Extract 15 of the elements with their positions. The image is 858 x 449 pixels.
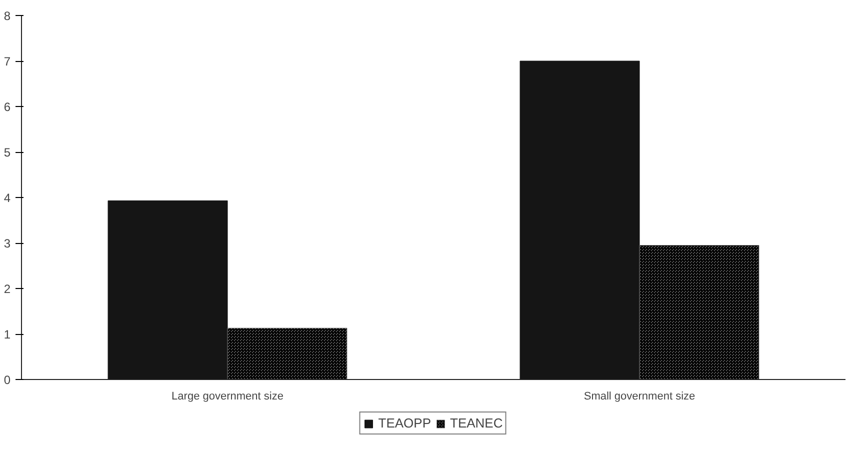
y-tick-label: 4 [4, 191, 11, 205]
legend-label: TEANEC [450, 416, 503, 430]
y-tick-label: 1 [4, 328, 11, 342]
y-tick-label: 5 [4, 146, 11, 160]
bar [520, 60, 640, 380]
x-tick-label: Small government size [584, 390, 696, 402]
bar [108, 200, 228, 380]
y-tick-label: 3 [4, 236, 11, 250]
y-tick-label: 2 [4, 282, 11, 296]
legend-label: TEAOPP [378, 416, 432, 430]
y-tick-label: 6 [4, 100, 11, 114]
y-tick-label: 8 [4, 9, 11, 23]
y-tick-label: 0 [4, 373, 11, 387]
x-tick-label: Large government size [172, 390, 284, 402]
y-tick-label: 7 [4, 54, 11, 68]
